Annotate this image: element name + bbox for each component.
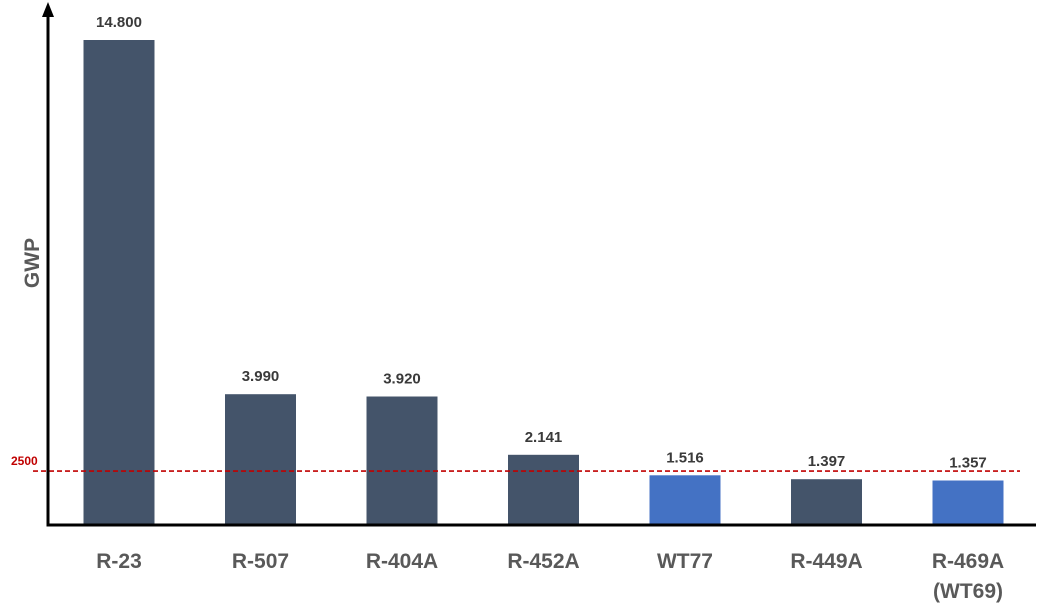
value-label: 1.397: [808, 453, 846, 470]
category-label: R-507: [232, 550, 289, 573]
category-label-line: R-469A: [932, 550, 1004, 573]
category-label: R-23: [96, 550, 142, 573]
value-label: 1.357: [949, 455, 987, 472]
labels-layer: 14.800 R-23 3.990 R-507 3.920 R-404A 2.141 R-45…: [96, 14, 1004, 603]
y-axis-title: GWP: [21, 238, 44, 288]
bar-r-449a: [791, 479, 862, 525]
axes-layer: [42, 2, 1036, 527]
value-label: 3.920: [383, 371, 421, 388]
category-label-line: R-23: [96, 550, 142, 573]
category-label-line: R-449A: [790, 550, 862, 573]
category-label-line: WT77: [657, 550, 713, 573]
value-label: 2.141: [525, 429, 563, 446]
reference-line-label: 2500: [11, 454, 38, 468]
bar-r-404a: [366, 396, 438, 525]
category-label-line: R-404A: [366, 550, 438, 573]
category-label: R-404A: [366, 550, 438, 573]
value-label: 3.990: [242, 368, 280, 385]
category-label-line: (WT69): [933, 580, 1003, 603]
bar-r-452a: [508, 454, 579, 525]
category-label: R-452A: [507, 550, 579, 573]
bar-r-507: [225, 394, 296, 525]
category-label-line: R-452A: [507, 550, 579, 573]
bar-r-469a-wt69: [932, 480, 1004, 525]
category-label: WT77: [657, 550, 713, 573]
category-label-line: R-507: [232, 550, 289, 573]
category-label: R-449A: [790, 550, 862, 573]
bar-r-23: [83, 40, 155, 525]
value-label: 1.516: [666, 449, 704, 466]
bars-layer: [83, 40, 1004, 525]
category-label: R-469A (WT69): [932, 550, 1004, 603]
reference-line-layer: 2500: [11, 454, 1020, 472]
value-label: 14.800: [96, 14, 142, 31]
bar-wt77: [649, 475, 721, 525]
y-axis-arrow-icon: [42, 2, 54, 17]
